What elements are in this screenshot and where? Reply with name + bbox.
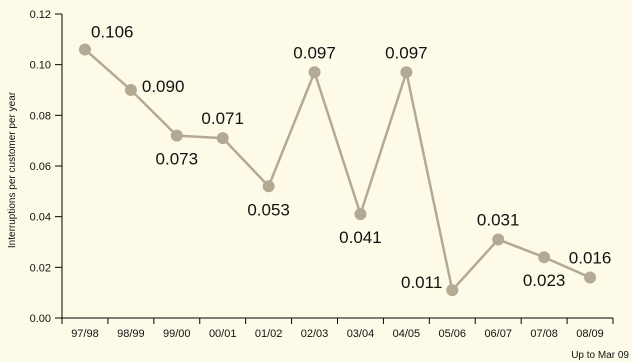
data-label: 0.053 — [247, 200, 290, 219]
x-tick-label: 04/05 — [393, 328, 421, 340]
x-tick-label: 01/02 — [255, 328, 283, 340]
x-tick-label: 97/98 — [71, 328, 99, 340]
data-point — [446, 284, 459, 297]
x-tick-label: 03/04 — [347, 328, 375, 340]
data-label: 0.097 — [385, 43, 428, 62]
data-points — [78, 43, 597, 297]
y-axis-title: Interruptions per customer per year — [7, 91, 18, 248]
y-tick-label: 0.06 — [30, 161, 51, 173]
data-label: 0.041 — [339, 228, 382, 247]
x-tick-label: 02/03 — [301, 328, 329, 340]
data-label: 0.071 — [201, 109, 244, 128]
x-tick-label: 07/08 — [530, 328, 558, 340]
x-tick-label: 08/09 — [576, 328, 604, 340]
data-point — [78, 43, 91, 56]
data-point — [170, 129, 183, 142]
data-point — [492, 233, 505, 246]
data-label: 0.106 — [91, 22, 134, 41]
x-axis: 97/98 98/99 99/00 00/01 01/02 02/03 03/04 04/05… — [61, 317, 614, 340]
series-line — [84, 48, 591, 292]
y-tick-label: 0.08 — [30, 110, 51, 122]
data-point — [400, 66, 413, 79]
data-point — [584, 271, 597, 284]
data-label: 0.011 — [401, 273, 442, 292]
x-tick-label: 99/00 — [163, 328, 191, 340]
y-tick-label: 0.02 — [30, 262, 51, 274]
data-point — [308, 66, 321, 79]
data-label: 0.097 — [293, 43, 336, 62]
x-tick-label: 05/06 — [439, 328, 467, 340]
y-tick-label: 0.04 — [30, 212, 51, 224]
series-polyline — [84, 48, 591, 292]
data-point — [124, 84, 137, 96]
y-tick-label: 0.00 — [30, 313, 51, 325]
data-point — [262, 180, 275, 193]
x-axis-note: Up to Mar 09 — [571, 350, 629, 361]
data-label: 0.090 — [142, 77, 185, 96]
y-axis: 0.00 0.02 0.04 0.06 0.08 0.10 0.12 — [30, 9, 63, 325]
x-tick-label: 06/07 — [484, 328, 512, 340]
data-label: 0.031 — [477, 210, 520, 229]
data-point — [354, 208, 367, 221]
data-label: 0.073 — [156, 150, 199, 169]
data-label: 0.016 — [569, 248, 612, 267]
data-labels: 0.106 0.090 0.073 0.071 0.053 0.097 0.041 0.097… — [91, 22, 611, 292]
data-point — [538, 251, 551, 264]
y-tick-label: 0.10 — [30, 60, 51, 72]
data-point — [216, 132, 229, 145]
y-tick-label: 0.12 — [30, 9, 51, 21]
x-tick-label: 98/99 — [117, 328, 145, 340]
x-tick-label: 00/01 — [209, 328, 237, 340]
data-label: 0.023 — [523, 271, 566, 290]
